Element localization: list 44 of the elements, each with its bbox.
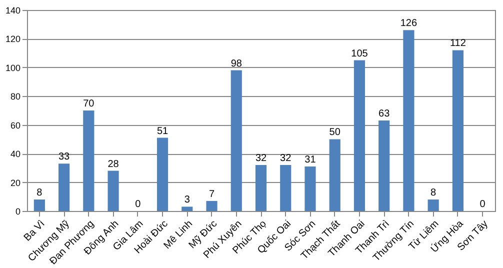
data-label: 63: [378, 108, 390, 120]
bar: [452, 50, 464, 211]
bar: [58, 164, 70, 211]
y-tick-label: 0: [15, 206, 20, 216]
data-label: 31: [304, 154, 316, 166]
bar: [354, 60, 366, 211]
bar: [206, 200, 218, 211]
data-label: 126: [400, 18, 418, 30]
data-label: 0: [135, 199, 142, 210]
data-label: 3: [184, 194, 190, 206]
bar: [230, 70, 242, 211]
data-label: 105: [351, 48, 368, 60]
bar: [378, 120, 390, 211]
data-label: 28: [108, 158, 120, 170]
y-tick-label: 120: [5, 34, 20, 44]
data-label: 112: [450, 38, 466, 50]
data-label: 51: [156, 126, 169, 137]
bar: [280, 165, 292, 211]
bar: [304, 166, 316, 211]
y-tick-label: 20: [10, 178, 20, 188]
y-tick-label: 100: [5, 62, 20, 73]
data-label: 50: [329, 127, 341, 138]
data-label: 33: [58, 152, 70, 163]
data-label: 98: [230, 58, 242, 70]
bar: [156, 138, 168, 211]
data-label: 8: [430, 188, 437, 199]
y-tick-label: 60: [10, 120, 20, 130]
bar: [428, 200, 439, 211]
data-label: 32: [255, 153, 267, 164]
bar: [182, 206, 193, 211]
bar: [255, 165, 267, 211]
bar: [108, 170, 119, 211]
bar: [403, 30, 414, 211]
data-label: 7: [208, 188, 215, 200]
y-tick-label: 80: [10, 92, 20, 102]
bar: [83, 110, 94, 211]
y-tick-label: 40: [10, 149, 20, 160]
data-label: 8: [36, 188, 43, 199]
data-label: 0: [480, 199, 486, 210]
y-tick-label: 140: [5, 6, 20, 16]
bar: [329, 139, 340, 211]
data-label: 70: [83, 98, 95, 110]
data-label: 32: [280, 153, 292, 164]
bar: [34, 200, 45, 211]
